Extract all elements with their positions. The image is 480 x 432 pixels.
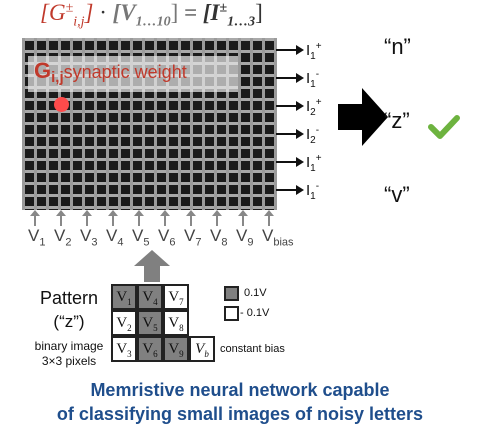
- pattern-feed-arrow: [134, 250, 170, 282]
- equals-sign: =: [178, 0, 203, 25]
- input-voltage-5: V5: [132, 226, 150, 249]
- pattern-desc-line2: 3×3 pixels: [41, 354, 97, 368]
- output-current-1: I1+: [306, 41, 322, 62]
- class-n: “n”: [384, 34, 411, 59]
- output-current-5: I1+: [306, 153, 322, 174]
- pixel-grid: V1 V4 V7 V2 V5 V8 V3 V6 V9: [111, 284, 191, 364]
- output-current-4: I2-: [306, 125, 320, 146]
- class-z: “z”: [384, 108, 410, 133]
- input-voltage-8: V8: [210, 226, 228, 249]
- pixel-cell: V2: [111, 310, 137, 336]
- input-voltage-2: V2: [54, 226, 72, 249]
- legend-on-swatch: [224, 286, 239, 301]
- input-voltage-9: V9: [236, 226, 254, 249]
- output-current-6: I1-: [306, 181, 320, 202]
- check-icon: [428, 115, 460, 139]
- synaptic-weight-label: [28, 56, 238, 92]
- input-voltage-3: V3: [80, 226, 98, 249]
- pattern-desc-line1: binary image: [34, 339, 104, 353]
- pixel-cell: V6: [137, 336, 163, 362]
- caption-line-1: Memristive neural network capable: [90, 380, 390, 400]
- pixel-cell: V7: [163, 284, 189, 310]
- pattern-title: Pattern: [39, 288, 99, 308]
- pixel-cell: V3: [111, 336, 137, 362]
- pixel-cell: V5: [137, 310, 163, 336]
- output-current-2: I1-: [306, 69, 320, 90]
- pixel-cell: V8: [163, 310, 189, 336]
- current-term: [I±1…3]: [202, 0, 263, 30]
- output-current-3: I2+: [306, 97, 322, 118]
- caption-line-2: of classifying small images of noisy let…: [56, 404, 424, 424]
- synaptic-weight-text: Gi,jsynaptic weight: [34, 58, 187, 87]
- classification-arrow: [338, 88, 388, 146]
- pattern-letter: (“z”): [53, 312, 85, 331]
- input-voltage-4: V4: [106, 226, 124, 249]
- legend-off-label: - 0.1V: [240, 307, 270, 319]
- pixel-cell: V1: [111, 284, 137, 310]
- voltage-term: [V1…10]: [112, 0, 179, 30]
- pixel-cell: V4: [137, 284, 163, 310]
- input-voltage-6: V6: [158, 226, 176, 249]
- legend-on-label: 0.1V: [244, 287, 267, 299]
- dot-operator: ·: [93, 0, 113, 25]
- input-voltage-bias: Vbias: [262, 226, 294, 249]
- equation: [G±i,j] · [V1…10] = [I±1…3]: [40, 0, 263, 31]
- pixel-cell: V9: [163, 336, 189, 362]
- class-v: “v”: [384, 182, 410, 207]
- input-voltage-7: V7: [184, 226, 202, 249]
- legend-off-swatch: [224, 306, 239, 321]
- conductance-term: [G±i,j]: [40, 0, 94, 30]
- bias-cell: Vb: [189, 336, 215, 362]
- input-arrows: [30, 210, 274, 226]
- input-voltage-1: V1: [28, 226, 46, 249]
- memristor-highlight-dot: [54, 97, 69, 112]
- output-arrows: [276, 45, 304, 195]
- bias-label: constant bias: [220, 343, 285, 355]
